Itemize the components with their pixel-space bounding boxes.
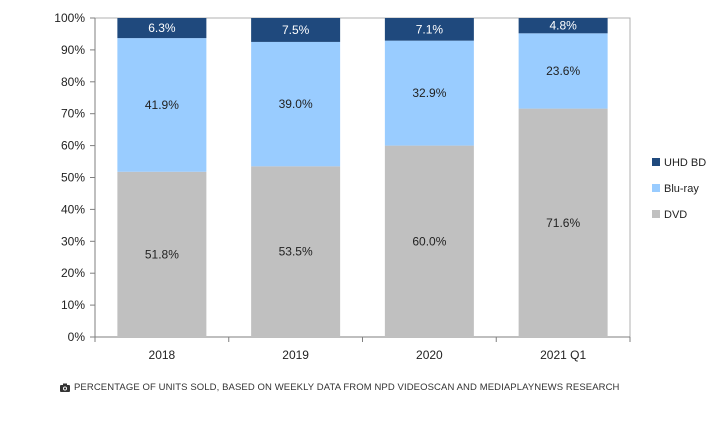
- y-tick-label: 100%: [54, 11, 85, 25]
- bar-segment-blu-ray: [518, 33, 608, 109]
- y-tick-label: 70%: [61, 107, 85, 121]
- data-label: 7.5%: [282, 23, 310, 37]
- x-tick-label: 2019: [282, 348, 309, 362]
- data-label: 41.9%: [145, 98, 179, 112]
- bar-segment-blu-ray: [251, 41, 341, 167]
- legend-swatch: [652, 158, 660, 166]
- data-label: 51.8%: [145, 247, 179, 261]
- camera-icon: [60, 383, 70, 392]
- y-tick-label: 50%: [61, 171, 85, 185]
- data-label: 53.5%: [279, 245, 313, 259]
- stacked-bar-chart: 0% 10% 20% 30% 40% 50% 60% 70% 80% 90% 100% 51.8% 41…: [54, 11, 706, 362]
- y-tick-label: 10%: [61, 298, 85, 312]
- y-tick-label: 0%: [68, 330, 86, 344]
- bar-segment-blu-ray: [384, 40, 474, 146]
- x-tick-label: 2018: [149, 348, 176, 362]
- data-label: 23.6%: [546, 64, 580, 78]
- bar-segment-uhd-bd: [117, 18, 207, 39]
- data-label: 71.6%: [546, 216, 580, 230]
- chart-svg: 0% 10% 20% 30% 40% 50% 60% 70% 80% 90% 100% 51.8% 41…: [54, 11, 706, 362]
- legend-swatch: [652, 210, 660, 218]
- data-label: 6.3%: [148, 21, 176, 35]
- data-label: 39.0%: [279, 97, 313, 111]
- bar-segment-dvd: [518, 108, 608, 337]
- data-label: 4.8%: [549, 19, 577, 33]
- bar-segment-blu-ray: [117, 38, 207, 172]
- bar-segment-uhd-bd: [384, 18, 474, 41]
- bar-segment-dvd: [251, 166, 341, 337]
- data-label: 60.0%: [412, 234, 446, 248]
- x-tick-label: 2021 Q1: [540, 348, 586, 362]
- y-tick-label: 30%: [61, 234, 85, 248]
- legend-label: UHD BD: [664, 157, 706, 169]
- bar-segment-dvd: [117, 171, 207, 337]
- bar-segment-uhd-bd: [251, 18, 341, 42]
- bar-segment-uhd-bd: [518, 18, 608, 34]
- data-label: 32.9%: [412, 86, 446, 100]
- bar-segment-dvd: [384, 145, 474, 337]
- y-tick-label: 60%: [61, 139, 85, 153]
- chart-caption: PERCENTAGE OF UNITS SOLD, BASED ON WEEKL…: [60, 382, 700, 393]
- y-tick-label: 80%: [61, 75, 85, 89]
- y-tick-label: 40%: [61, 202, 85, 216]
- x-tick-label: 2020: [416, 348, 443, 362]
- legend-label: DVD: [664, 209, 687, 221]
- data-label: 7.1%: [416, 22, 444, 36]
- y-tick-label: 20%: [61, 266, 85, 280]
- legend-swatch: [652, 184, 660, 192]
- legend-label: Blu-ray: [664, 183, 699, 195]
- y-tick-label: 90%: [61, 43, 85, 57]
- caption-text: PERCENTAGE OF UNITS SOLD, BASED ON WEEKL…: [74, 382, 620, 393]
